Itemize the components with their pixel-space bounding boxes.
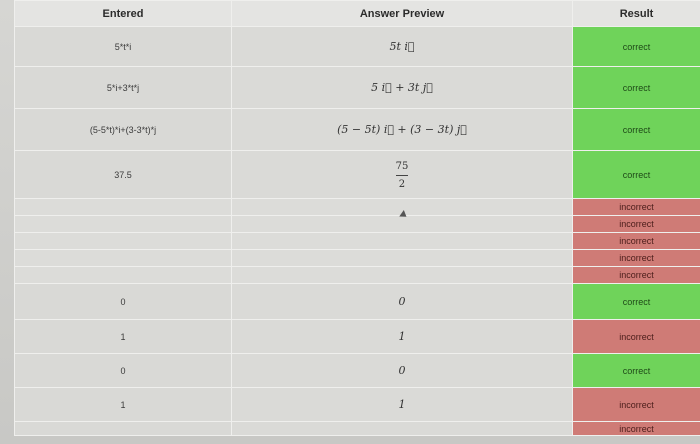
answer-preview-cell: 1	[231, 387, 573, 422]
table-row: incorrect	[14, 232, 700, 250]
entered-cell	[14, 215, 232, 233]
entered-header: Entered	[14, 0, 232, 27]
result-badge: incorrect	[572, 421, 700, 436]
table-row: 0 0 correct	[14, 353, 700, 388]
result-badge: correct	[572, 353, 700, 388]
answer-preview-cell: 5 i⃗ + 3t j⃗	[231, 66, 573, 109]
fraction-denominator: 2	[398, 179, 406, 190]
table-row: (5-5*t)*i+(3-3*t)*j (5 − 5t) i⃗ + (3 − 3…	[14, 108, 700, 151]
answer-preview-cell	[231, 421, 573, 436]
table-row: incorrect	[14, 198, 700, 216]
answer-preview-cell: 0	[231, 353, 573, 388]
answer-preview-cell: 0	[231, 283, 573, 320]
result-badge: correct	[572, 150, 700, 199]
table-row: incorrect	[14, 421, 700, 436]
answer-preview-cell	[231, 232, 573, 250]
header-row: Entered Answer Preview Result	[14, 0, 700, 27]
entered-cell	[14, 198, 232, 216]
entered-cell: (5-5*t)*i+(3-3*t)*j	[14, 108, 232, 151]
table-row: 5*t*i 5t i⃗ correct	[14, 26, 700, 67]
answer-preview-header: Answer Preview	[231, 0, 573, 27]
entered-cell: 1	[14, 319, 232, 354]
table-row: incorrect	[14, 266, 700, 284]
table-row: 1 1 incorrect	[14, 387, 700, 422]
entered-cell: 5*t*i	[14, 26, 232, 67]
answer-preview-cell	[231, 198, 573, 216]
entered-cell	[14, 232, 232, 250]
results-table: Entered Answer Preview Result 5*t*i 5t i…	[14, 0, 700, 436]
result-badge: incorrect	[572, 266, 700, 284]
answer-preview-cell	[231, 215, 573, 233]
result-badge: incorrect	[572, 387, 700, 422]
table-row: 37.5 75 2 correct	[14, 150, 700, 199]
answer-preview-cell: 75 2	[231, 150, 573, 199]
result-badge: incorrect	[572, 232, 700, 250]
entered-cell: 1	[14, 387, 232, 422]
table-row: 0 0 correct	[14, 283, 700, 320]
entered-cell	[14, 266, 232, 284]
entered-cell: 37.5	[14, 150, 232, 199]
answer-preview-cell: (5 − 5t) i⃗ + (3 − 3t) j⃗	[231, 108, 573, 151]
answer-preview-cell: 1	[231, 319, 573, 354]
fraction-numerator: 75	[395, 161, 409, 172]
entered-cell	[14, 249, 232, 267]
answer-preview-cell: 5t i⃗	[231, 26, 573, 67]
entered-cell	[14, 421, 232, 436]
fraction-bar	[395, 175, 408, 176]
table-row: 1 1 incorrect	[14, 319, 700, 354]
table-row: incorrect	[14, 249, 700, 267]
result-badge: incorrect	[572, 198, 700, 216]
table-row: incorrect	[14, 215, 700, 233]
result-badge: correct	[572, 108, 700, 151]
table-row: 5*i+3*t*j 5 i⃗ + 3t j⃗ correct	[14, 66, 700, 109]
entered-cell: 5*i+3*t*j	[14, 66, 232, 109]
answer-preview-cell	[231, 266, 573, 284]
result-badge: incorrect	[572, 319, 700, 354]
result-badge: correct	[572, 66, 700, 109]
entered-cell: 0	[14, 283, 232, 320]
fraction: 75 2	[396, 161, 409, 190]
result-badge: incorrect	[572, 249, 700, 267]
answer-preview-cell	[231, 249, 573, 267]
entered-cell: 0	[14, 353, 232, 388]
result-badge: correct	[572, 283, 700, 320]
result-badge: correct	[572, 26, 700, 67]
result-header: Result	[572, 0, 700, 27]
result-badge: incorrect	[572, 215, 700, 233]
